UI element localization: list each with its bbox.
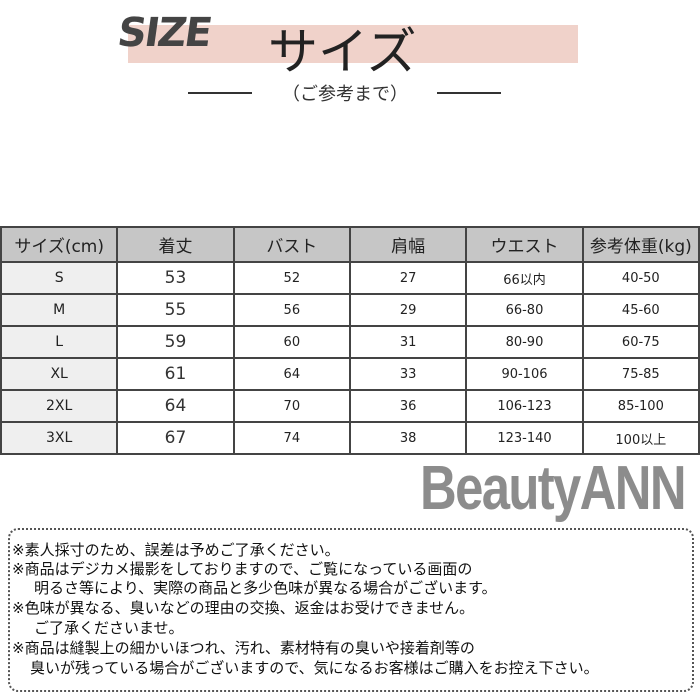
table-cell: 80-90 bbox=[465, 325, 584, 359]
table-cell: 67 bbox=[116, 421, 235, 455]
watermark: BeautyANN bbox=[420, 454, 687, 523]
note-line: ※商品はデジカメ撮影をしておりますので、ご覧になっている画面の bbox=[12, 560, 473, 578]
size-label-cell: M bbox=[0, 293, 119, 327]
size-label-cell: L bbox=[0, 325, 119, 359]
table-cell: 53 bbox=[116, 261, 235, 295]
table-row: L 59 60 31 80-90 60-75 bbox=[0, 325, 700, 359]
title-highlight-bar bbox=[128, 25, 578, 63]
table-cell: 90-106 bbox=[465, 357, 584, 391]
table-row: 3XL 67 74 38 123-140 100以上 bbox=[0, 421, 700, 455]
table-row: XL 61 64 33 90-106 75-85 bbox=[0, 357, 700, 391]
table-cell: 123-140 bbox=[465, 421, 584, 455]
table-cell: 64 bbox=[232, 357, 351, 391]
note-line: 臭いが残っている場合がございますので、気になるお客様はご購入をお控え下さい。 bbox=[30, 659, 599, 677]
page-title: サイズ bbox=[268, 23, 417, 81]
size-label-cell: S bbox=[0, 261, 119, 295]
table-cell: 60-75 bbox=[581, 325, 700, 359]
column-header: 着丈 bbox=[116, 226, 235, 263]
size-logo: SIZE bbox=[114, 10, 214, 56]
table-cell: 52 bbox=[232, 261, 351, 295]
table-row: M 55 56 29 66-80 45-60 bbox=[0, 293, 700, 327]
column-header: ウエスト bbox=[465, 226, 584, 263]
column-header: 参考体重(kg) bbox=[581, 226, 700, 263]
table-row: S 53 52 27 66以内 40-50 bbox=[0, 261, 700, 295]
note-line: ご了承くださいませ。 bbox=[34, 619, 184, 637]
table-cell: 85-100 bbox=[581, 389, 700, 423]
table-cell: 36 bbox=[348, 389, 468, 423]
table-cell: 56 bbox=[232, 293, 351, 327]
table-cell: 70 bbox=[232, 389, 351, 423]
column-header: 肩幅 bbox=[348, 226, 468, 263]
table-cell: 66以内 bbox=[465, 261, 584, 295]
column-header: バスト bbox=[232, 226, 351, 263]
divider-right bbox=[437, 92, 501, 94]
table-cell: 61 bbox=[116, 357, 235, 391]
table-header-row: サイズ(cm) 着丈 バスト 肩幅 ウエスト 参考体重(kg) bbox=[0, 226, 700, 263]
size-label-cell: 2XL bbox=[0, 389, 119, 423]
table-cell: 27 bbox=[348, 261, 468, 295]
table-cell: 29 bbox=[348, 293, 468, 327]
size-label-cell: XL bbox=[0, 357, 119, 391]
note-line: ※商品は縫製上の細かいほつれ、汚れ、素材特有の臭いや接着剤等の bbox=[12, 639, 475, 657]
size-table: サイズ(cm) 着丈 バスト 肩幅 ウエスト 参考体重(kg) S 53 52 27 66以内 40… bbox=[0, 226, 700, 455]
table-cell: 66-80 bbox=[465, 293, 584, 327]
table-cell: 100以上 bbox=[581, 421, 700, 455]
table-cell: 55 bbox=[116, 293, 235, 327]
table-cell: 33 bbox=[348, 357, 468, 391]
subtitle: （ご参考まで） bbox=[282, 84, 408, 105]
column-header: サイズ(cm) bbox=[0, 226, 119, 263]
note-line: ※素人採寸のため、誤差は予めご了承ください。 bbox=[12, 541, 340, 559]
table-cell: 59 bbox=[116, 325, 235, 359]
table-cell: 74 bbox=[232, 421, 351, 455]
table-cell: 31 bbox=[348, 325, 468, 359]
table-row: 2XL 64 70 36 106-123 85-100 bbox=[0, 389, 700, 423]
size-label-cell: 3XL bbox=[0, 421, 119, 455]
table-cell: 40-50 bbox=[581, 261, 700, 295]
note-line: ※色味が異なる、臭いなどの理由の交換、返金はお受けできません。 bbox=[12, 599, 475, 617]
table-cell: 45-60 bbox=[581, 293, 700, 327]
note-line: 明るさ等により、実際の商品と多少色味が異なる場合がございます。 bbox=[34, 579, 497, 597]
divider-left bbox=[188, 92, 252, 94]
table-cell: 64 bbox=[116, 389, 235, 423]
table-cell: 75-85 bbox=[581, 357, 700, 391]
table-cell: 38 bbox=[348, 421, 468, 455]
table-cell: 106-123 bbox=[465, 389, 584, 423]
notes-box: ※素人採寸のため、誤差は予めご了承ください。 ※商品はデジカメ撮影をしております… bbox=[8, 528, 694, 692]
table-cell: 60 bbox=[232, 325, 351, 359]
